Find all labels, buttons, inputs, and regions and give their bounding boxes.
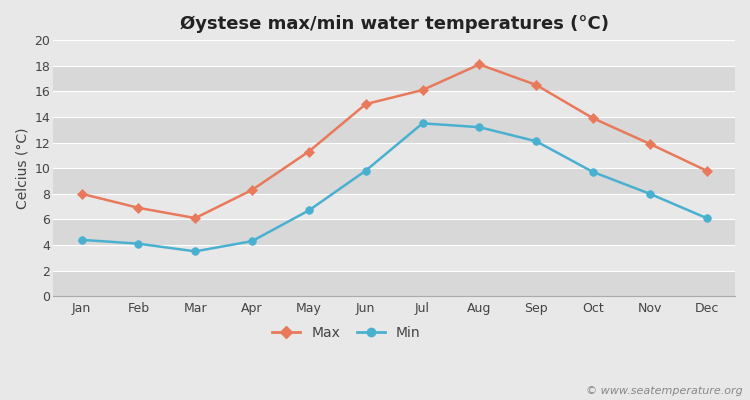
Bar (53, 270, 735, 296)
Bar (53, 219, 735, 245)
Y-axis label: Celcius (°C): Celcius (°C) (15, 127, 29, 209)
Bar (53, 91, 735, 117)
Title: Øystese max/min water temperatures (°C): Øystese max/min water temperatures (°C) (179, 15, 608, 33)
Bar (53, 117, 735, 142)
Bar (53, 194, 735, 219)
Legend: Max, Min: Max, Min (267, 320, 426, 346)
Bar (53, 40, 735, 66)
Bar (53, 66, 735, 91)
Bar (53, 245, 735, 270)
Bar (53, 168, 735, 194)
Text: © www.seatemperature.org: © www.seatemperature.org (586, 386, 742, 396)
Bar (53, 142, 735, 168)
